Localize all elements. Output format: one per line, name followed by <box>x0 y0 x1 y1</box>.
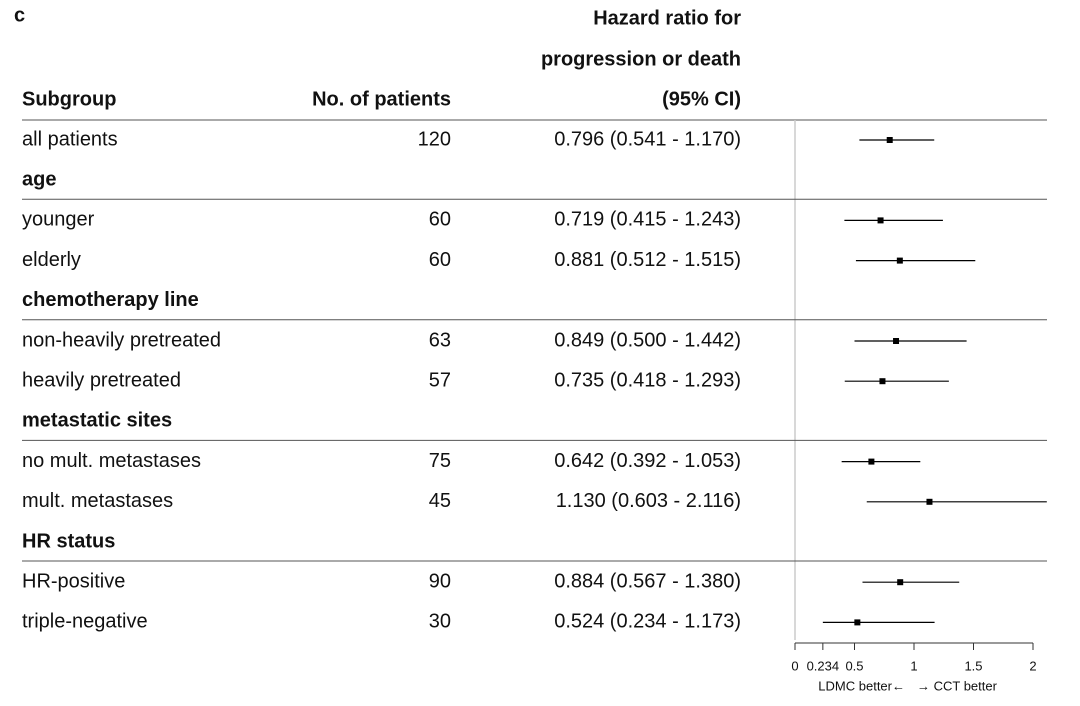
column-header: No. of patients <box>312 88 451 110</box>
column-header: Hazard ratio for <box>593 7 741 29</box>
hazard-ratio-text: 0.524 (0.234 - 1.173) <box>554 611 741 633</box>
point-estimate <box>877 217 884 224</box>
x-tick-label: 0.5 <box>845 658 863 673</box>
patient-count: 63 <box>429 329 451 351</box>
patient-count: 57 <box>429 369 451 391</box>
hazard-ratio-text: 0.881 (0.512 - 1.515) <box>554 249 741 271</box>
x-tick-label: 0.234 <box>807 658 840 673</box>
patient-count: 30 <box>429 611 451 633</box>
hazard-ratio-text: 0.642 (0.392 - 1.053) <box>554 450 741 472</box>
subgroup-label: younger <box>22 209 95 231</box>
patient-count: 90 <box>429 570 451 592</box>
column-header: (95% CI) <box>662 88 741 110</box>
subgroup-label: no mult. metastases <box>22 450 201 472</box>
patient-count: 75 <box>429 450 451 472</box>
patient-count: 45 <box>429 490 451 512</box>
column-header: progression or death <box>541 48 741 70</box>
subgroup-label: HR-positive <box>22 570 125 592</box>
subgroup-label: mult. metastases <box>22 490 173 512</box>
point-estimate <box>868 458 875 465</box>
group-heading: metastatic sites <box>22 410 172 432</box>
x-axis-label: LDMC better← <box>818 678 905 693</box>
group-heading: chemotherapy line <box>22 289 199 311</box>
hazard-ratio-text: 0.849 (0.500 - 1.442) <box>554 329 741 351</box>
subgroup-label: non-heavily pretreated <box>22 329 221 351</box>
patient-count: 120 <box>418 128 451 150</box>
x-tick-label: 1 <box>910 658 917 673</box>
hazard-ratio-text: 0.884 (0.567 - 1.380) <box>554 570 741 592</box>
subgroup-label: elderly <box>22 249 81 271</box>
x-tick-label: 2 <box>1029 658 1036 673</box>
group-heading: age <box>22 168 56 190</box>
x-tick-label: 1.5 <box>964 658 982 673</box>
subgroup-label: heavily pretreated <box>22 369 181 391</box>
point-estimate <box>897 579 904 586</box>
point-estimate <box>879 378 886 385</box>
hazard-ratio-text: 0.735 (0.418 - 1.293) <box>554 369 741 391</box>
x-axis-label: → CCT better <box>917 678 998 693</box>
patient-count: 60 <box>429 249 451 271</box>
subgroup-label: triple-negative <box>22 611 148 633</box>
point-estimate <box>893 338 900 344</box>
hazard-ratio-text: 0.719 (0.415 - 1.243) <box>554 209 741 231</box>
subgroup-label: all patients <box>22 128 118 150</box>
point-estimate <box>854 619 861 626</box>
panel-label: c <box>14 4 25 26</box>
hazard-ratio-text: 0.796 (0.541 - 1.170) <box>554 128 741 150</box>
hazard-ratio-text: 1.130 (0.603 - 2.116) <box>556 490 741 512</box>
group-heading: HR status <box>22 530 115 552</box>
point-estimate <box>886 137 893 143</box>
point-estimate <box>896 257 903 264</box>
column-header: Subgroup <box>22 88 116 110</box>
patient-count: 60 <box>429 209 451 231</box>
point-estimate <box>926 498 933 505</box>
x-tick-label: 0 <box>791 658 798 673</box>
